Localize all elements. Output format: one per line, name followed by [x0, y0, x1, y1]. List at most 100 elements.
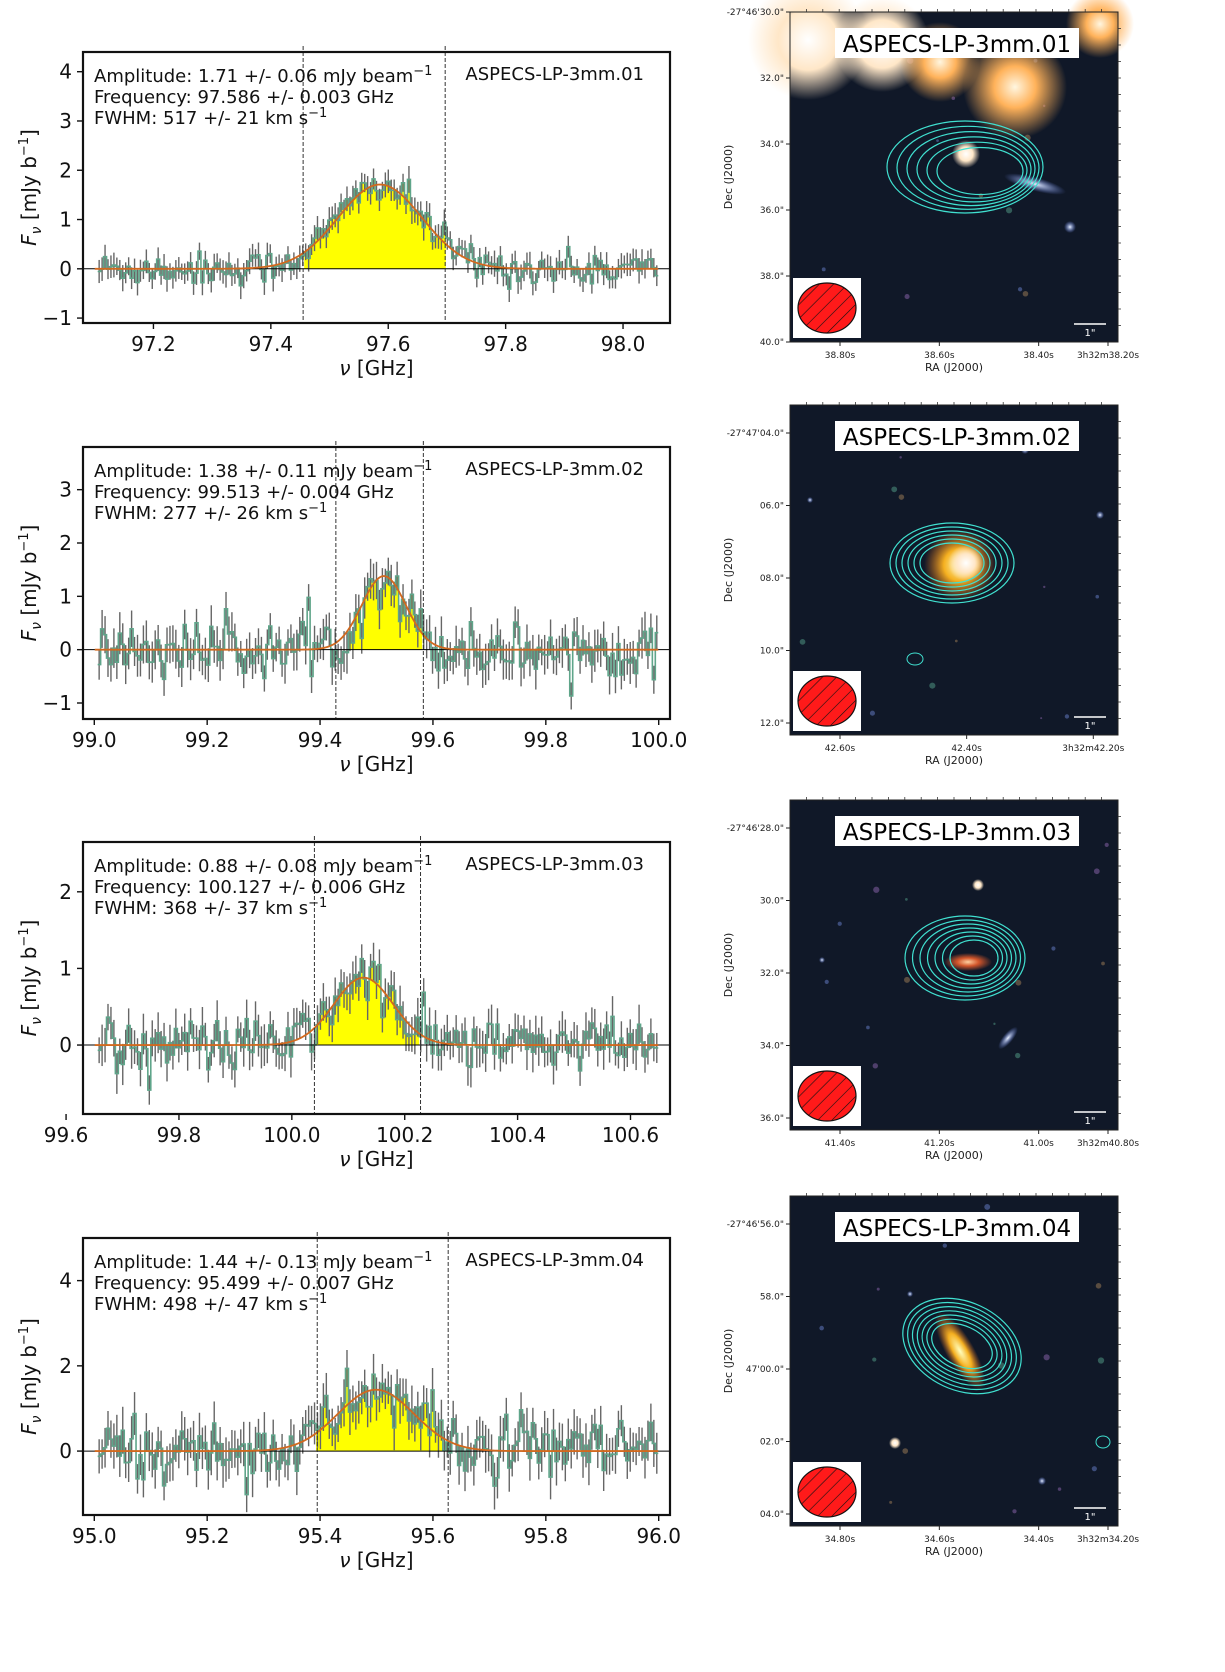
field-source — [899, 456, 902, 459]
y-tick-label: 1 — [59, 584, 72, 608]
x-tick-label: 99.8 — [524, 728, 569, 752]
star — [907, 1291, 913, 1297]
field-source — [905, 898, 908, 901]
ra-tick-label: 38.40s — [1023, 351, 1054, 361]
x-tick-label: 96.0 — [636, 1524, 681, 1548]
x-tick-label: 100.0 — [263, 1123, 320, 1147]
field-source — [898, 494, 905, 500]
gaussian-fit — [94, 183, 659, 270]
field-source — [929, 682, 936, 689]
ra-tick-label: 34.80s — [825, 1535, 856, 1545]
contour — [907, 534, 997, 592]
field-source — [936, 139, 939, 143]
contour — [941, 935, 1004, 981]
field-source — [1022, 290, 1029, 297]
dec-tick-label: 30.0" — [760, 897, 784, 907]
spectrum-panel: 99.0 99.2 99.4 99.6 99.8 100.0 −1 0 1 2 3 ν [GHz] Fν… — [17, 441, 687, 776]
x-tick-label: 100.2 — [376, 1123, 433, 1147]
fwhm-text: FWHM: 277 +/- 26 km s−1 — [94, 501, 327, 524]
y-tick-label: 0 — [59, 257, 72, 281]
fwhm-text: FWHM: 368 +/- 37 km s−1 — [94, 896, 327, 919]
x-tick-label: 99.4 — [298, 728, 343, 752]
field-source — [1040, 717, 1043, 720]
source-name: ASPECS-LP-3mm.03 — [465, 854, 644, 875]
y-tick-label: 2 — [59, 158, 72, 182]
image-title: ASPECS-LP-3mm.04 — [843, 1216, 1071, 1242]
field-source — [869, 710, 875, 716]
superscript: −1 — [413, 459, 432, 474]
gaussian-fit — [94, 575, 659, 651]
contour — [916, 136, 1032, 203]
dec-tick-label: 34.0" — [760, 1042, 784, 1052]
galaxy — [998, 1026, 1018, 1050]
plot-area — [83, 1349, 670, 1513]
star — [889, 1437, 901, 1449]
amplitude-text: Amplitude: 1.38 +/- 0.11 mJy beam−1 — [94, 459, 432, 482]
frequency-text: Frequency: 99.513 +/- 0.004 GHz — [94, 482, 394, 503]
source-name: ASPECS-LP-3mm.04 — [465, 1250, 644, 1271]
contour — [907, 1301, 1017, 1391]
dec-tick-label: 38.0" — [760, 272, 784, 282]
spectrum-step — [97, 957, 659, 1091]
field-source — [866, 1025, 870, 1030]
dec-axis-label: Dec (J2000) — [722, 145, 735, 210]
field-source — [1104, 842, 1109, 848]
superscript: −1 — [308, 1292, 327, 1307]
contour — [921, 1314, 1003, 1378]
dec-tick-label: 47'00.0" — [746, 1365, 784, 1375]
fit-info: Amplitude: 1.44 +/- 0.13 mJy beam−1Frequ… — [94, 1250, 644, 1315]
x-axis-label: ν [GHz] — [339, 752, 413, 776]
field-source — [821, 267, 826, 272]
field-source — [837, 921, 842, 926]
plot-area — [83, 942, 670, 1105]
ra-tick-label: 3h32m42.20s — [1062, 744, 1124, 754]
dec-tick-label: 32.0" — [760, 969, 784, 979]
y-axis-label: Fν [mJy b−1] — [17, 525, 45, 642]
beam-ellipse — [797, 1466, 857, 1518]
field-source — [1051, 946, 1056, 951]
dec-axis-label: Dec (J2000) — [722, 1329, 735, 1394]
beam-ellipse — [797, 1070, 857, 1122]
galaxy — [1066, 0, 1134, 58]
field-source — [891, 486, 898, 493]
ra-tick-label: 38.60s — [924, 351, 955, 361]
x-tick-label: 99.2 — [185, 728, 230, 752]
image-panel: ASPECS-LP-3mm.03 1" -27°46'28.0" 30.0" 32.0"… — [722, 797, 1139, 1162]
star — [1096, 511, 1104, 519]
star — [1064, 221, 1076, 233]
beam-ellipse — [797, 282, 857, 334]
frequency-text: Frequency: 95.499 +/- 0.007 GHz — [94, 1273, 394, 1294]
dec-tick-label: 58.0" — [760, 1293, 784, 1303]
contour — [919, 542, 985, 584]
field-source — [942, 1243, 947, 1248]
dec-axis-label: Dec (J2000) — [722, 538, 735, 603]
contour — [895, 526, 1009, 600]
ra-tick-label: 41.20s — [924, 1139, 955, 1149]
y-tick-label: 1 — [59, 208, 72, 232]
contour — [926, 1318, 998, 1374]
frequency-text: Frequency: 100.127 +/- 0.006 GHz — [94, 877, 405, 898]
ra-tick-label: 41.40s — [825, 1139, 856, 1149]
ra-tick-label: 3h32m34.20s — [1077, 1535, 1139, 1545]
y-tick-label: −1 — [43, 691, 72, 715]
spectrum-panel: 95.0 95.2 95.4 95.6 95.8 96.0 0 2 4 ν [GHz] Fν [mJ… — [17, 1232, 681, 1572]
source-name: ASPECS-LP-3mm.01 — [465, 64, 644, 85]
fit-info: Amplitude: 0.88 +/- 0.08 mJy beam−1Frequ… — [94, 854, 644, 919]
title-box — [835, 421, 1079, 451]
scale-label: 1" — [1085, 1116, 1096, 1127]
spectrum-panel: 99.6 99.8 100.0 100.2 100.4 100.6 0 1 2 ν [GHz] Fν… — [17, 836, 672, 1171]
plot-area — [83, 165, 670, 303]
x-axis-label: ν [GHz] — [339, 356, 413, 380]
dec-tick-label: -27°47'04.0" — [727, 429, 784, 439]
dec-tick-label: 10.0" — [760, 647, 784, 657]
field-source — [819, 1325, 824, 1331]
field-source — [872, 1063, 878, 1069]
contour — [926, 927, 1013, 989]
field-source — [1057, 1487, 1062, 1491]
field-source — [1095, 594, 1100, 599]
ra-tick-label: 3h32m40.80s — [1077, 1139, 1139, 1149]
scale-label: 1" — [1085, 721, 1096, 732]
field-source — [954, 639, 958, 643]
ra-tick-label: 38.80s — [825, 351, 856, 361]
contour — [902, 1297, 1022, 1395]
